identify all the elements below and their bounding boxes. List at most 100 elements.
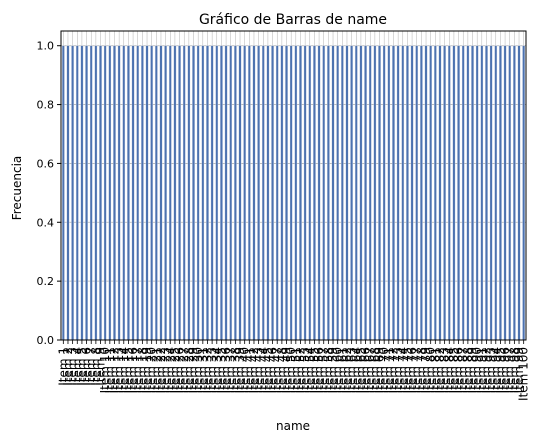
grid-lines <box>61 31 526 341</box>
bar <box>373 45 377 341</box>
x-tick-label: Item 89 <box>466 347 480 393</box>
x-tick-label: Item 45 <box>261 347 275 393</box>
bar <box>150 45 153 341</box>
x-tick-label: Item 68 <box>368 347 382 393</box>
bar <box>345 45 349 341</box>
bar <box>471 45 474 341</box>
y-tick-label: 0.0 <box>37 334 55 347</box>
bar <box>485 45 488 341</box>
bar <box>299 45 302 341</box>
bar <box>508 45 512 341</box>
x-tick-label: Item 81 <box>428 347 442 393</box>
x-tick-label: Item 88 <box>461 347 475 393</box>
bar <box>285 45 288 341</box>
bar <box>62 45 65 341</box>
y-tick-label: 0.4 <box>37 216 55 229</box>
bar <box>452 45 456 341</box>
x-tick-label: Item 48 <box>275 347 289 393</box>
bar <box>341 45 344 341</box>
bar <box>275 45 279 341</box>
x-tick-label: Item 41 <box>242 347 256 393</box>
x-tick-label: Item 96 <box>498 347 512 393</box>
bar <box>322 45 326 341</box>
x-tick-label: Item 84 <box>442 347 456 393</box>
x-tick-label: Item 43 <box>252 347 266 393</box>
bar <box>80 45 84 341</box>
bar <box>66 45 70 341</box>
bar <box>224 45 228 341</box>
bar <box>294 45 298 341</box>
bar <box>438 45 442 341</box>
bar <box>401 45 405 341</box>
x-tick-label: Item 78 <box>414 347 428 393</box>
bars <box>62 45 525 341</box>
bar <box>447 45 451 341</box>
x-tick-label: Item 85 <box>447 347 461 393</box>
bar <box>350 45 353 341</box>
x-tick-label: Item 17 <box>131 347 145 393</box>
bar <box>178 45 181 341</box>
bar <box>522 45 525 341</box>
x-tick-label: Item 25 <box>168 347 182 393</box>
bar <box>173 45 177 341</box>
x-tick-label: Item 57 <box>317 347 331 393</box>
bar <box>94 45 98 341</box>
x-tick-label: Item 35 <box>214 347 228 393</box>
x-tick-label: Item 38 <box>228 347 242 393</box>
bar <box>420 45 423 341</box>
bar <box>257 45 260 341</box>
bar <box>368 45 372 341</box>
bar <box>308 45 312 341</box>
bar <box>489 45 493 341</box>
x-tick-label: Item 94 <box>489 347 503 393</box>
x-tick-label: Item 32 <box>200 347 214 393</box>
bar <box>252 45 256 341</box>
x-tick-label: Item 5 <box>75 347 89 386</box>
x-tick-label: Item 19 <box>140 347 154 393</box>
bar <box>396 45 400 341</box>
bar <box>392 45 395 341</box>
bar <box>117 45 121 341</box>
bar <box>168 45 172 341</box>
x-tick-label: Item 87 <box>456 347 470 393</box>
bar <box>331 45 335 341</box>
bar <box>192 45 195 341</box>
bar <box>378 45 381 341</box>
bar <box>206 45 209 341</box>
bar <box>364 45 367 341</box>
bar <box>503 45 507 341</box>
x-tick-label: Item 22 <box>154 347 168 393</box>
x-tick-label: Item 49 <box>280 347 294 393</box>
bar <box>210 45 214 341</box>
bar <box>99 45 102 341</box>
x-tick-label: Item 76 <box>405 347 419 393</box>
x-tick-label: Item 72 <box>386 347 400 393</box>
x-tick-label: Item 10 <box>98 347 112 393</box>
x-tick-label: Item 77 <box>410 347 424 393</box>
x-tick-label: Item 3 <box>66 347 80 386</box>
bar <box>303 45 307 341</box>
x-tick-label: Item 65 <box>354 347 368 393</box>
plot-frame <box>60 30 527 341</box>
x-tick-label: Item 53 <box>298 347 312 393</box>
x-tick-label: Item 21 <box>149 347 163 393</box>
x-tick-label: Item 56 <box>312 347 326 393</box>
x-tick-label: Item 14 <box>117 347 131 393</box>
x-tick-label: Item 71 <box>382 347 396 393</box>
x-tick-label: Item 30 <box>191 347 205 393</box>
bar <box>131 45 135 341</box>
x-tick-label: Item 83 <box>438 347 452 393</box>
bar <box>145 45 149 341</box>
bar <box>103 45 107 341</box>
x-tick-label: Item 1 <box>56 347 70 386</box>
bar <box>85 45 88 341</box>
bar <box>513 45 516 341</box>
bar <box>359 45 363 341</box>
bar <box>187 45 191 341</box>
bar <box>196 45 200 341</box>
y-axis-ticks: 0.0 0.2 0.4 0.6 0.8 1.0 <box>37 40 61 347</box>
bar <box>406 45 409 341</box>
x-tick-label: Item 60 <box>331 347 345 393</box>
x-tick-label: Item 64 <box>349 347 363 393</box>
x-tick-label: Item 12 <box>107 347 121 393</box>
